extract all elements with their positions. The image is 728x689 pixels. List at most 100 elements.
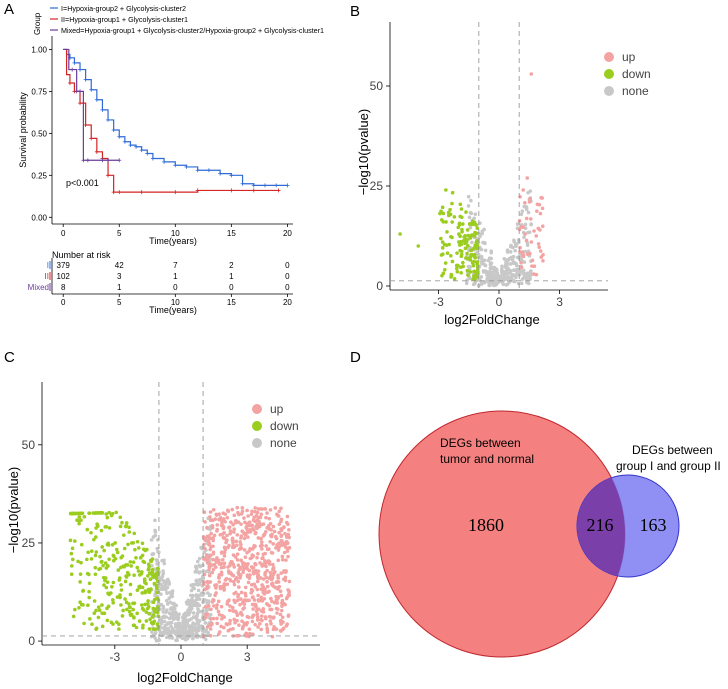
volcano-point-up — [265, 511, 269, 515]
volcano-point-down — [452, 215, 457, 219]
volcano-point-down — [73, 607, 77, 612]
volcano-point-down — [474, 243, 478, 248]
volcano-point-down — [461, 222, 465, 226]
volcano-point-up — [244, 531, 248, 536]
volcano-point-up — [267, 614, 272, 619]
volcano-point-none — [156, 550, 160, 554]
volcano-point-up — [536, 226, 541, 231]
risk-value: 0 — [285, 261, 290, 270]
volcano-point-up — [524, 238, 529, 243]
volcano-point-up — [259, 614, 264, 618]
volcano-point-up — [222, 554, 227, 558]
volcano-point-up — [284, 520, 289, 525]
volcano-point-none — [487, 272, 491, 276]
volcano-point-up — [221, 526, 226, 531]
volcano-point-none — [529, 269, 533, 273]
volcano-point-up — [215, 603, 219, 607]
volcano-point-none — [520, 277, 525, 282]
volcano-point-none — [207, 571, 212, 575]
volcano-point-down — [144, 581, 148, 586]
volcano-point-down — [475, 246, 480, 251]
volcano-point-up — [265, 579, 269, 584]
risk-x-tick-label: 0 — [61, 298, 66, 307]
volcano-point-up — [203, 546, 207, 551]
volcano-point-down — [471, 263, 476, 268]
volcano-point-up — [211, 616, 216, 621]
volcano-point-up — [222, 550, 227, 555]
volcano-point-none — [508, 268, 513, 273]
volcano-point-down — [141, 608, 146, 612]
venn-count-right: 163 — [640, 515, 667, 535]
km-censor-mark — [94, 97, 99, 102]
volcano-point-none — [153, 518, 157, 523]
volcano-point-up — [245, 632, 249, 636]
km-censor-mark — [106, 173, 111, 178]
volcano-point-down — [115, 595, 120, 599]
volcano-point-none — [196, 607, 200, 611]
volcano-point-down — [127, 609, 132, 614]
volcano-point-up — [211, 604, 216, 608]
volcano-point-up — [282, 525, 286, 529]
volcano-point-down — [465, 251, 469, 256]
volcano-point-none — [191, 628, 196, 632]
volcano-point-down — [101, 563, 105, 568]
volcano-point-up — [269, 596, 273, 601]
volcano-point-down — [122, 546, 127, 551]
volcano-point-down — [466, 243, 470, 248]
volcano-point-up — [203, 616, 207, 620]
volcano-point-down — [97, 511, 101, 515]
volcano-point-up — [277, 530, 281, 535]
km-censor-mark — [89, 136, 94, 141]
volcano-x-tick-label: 3 — [244, 650, 251, 664]
volcano-point-none — [162, 626, 167, 631]
volcano-point-up — [231, 573, 236, 578]
volcano-point-down — [147, 604, 151, 609]
volcano-point-down — [472, 234, 477, 238]
volcano-point-down — [128, 582, 133, 587]
volcano-point-up — [247, 615, 251, 620]
volcano-point-up — [250, 566, 255, 570]
volcano-point-none — [191, 603, 196, 608]
volcano-point-up — [248, 530, 253, 534]
volcano-point-none — [500, 264, 504, 269]
volcano-point-up — [286, 614, 291, 618]
volcano-point-up — [279, 618, 283, 623]
volcano-point-down — [132, 573, 136, 578]
volcano-point-up — [246, 514, 250, 518]
volcano-point-down — [93, 553, 98, 558]
km-censor-mark — [128, 143, 133, 148]
volcano-point-none — [199, 624, 204, 628]
volcano-point-up — [204, 612, 208, 617]
volcano-point-none — [511, 254, 516, 259]
volcano-point-down — [464, 256, 468, 260]
volcano-point-up — [272, 615, 276, 620]
volcano-point-none — [495, 281, 499, 285]
volcano-point-none — [505, 250, 510, 254]
volcano-point-up — [238, 572, 242, 577]
volcano-c: -3 0 3 0 25 50 up down none log2FoldChange −log1… — [6, 382, 320, 685]
volcano-point-none — [162, 580, 167, 585]
volcano-point-up — [216, 575, 221, 580]
volcano-point-down — [154, 574, 159, 579]
volcano-point-none — [503, 263, 508, 268]
km-censor-mark — [89, 87, 94, 92]
volcano-point-down — [117, 622, 121, 626]
volcano-point-down — [471, 277, 475, 281]
volcano-point-up — [233, 609, 237, 614]
volcano-point-down — [129, 564, 134, 568]
volcano-c-ylabel: −log10(pvalue) — [6, 467, 21, 553]
risk-value: 1 — [229, 272, 234, 281]
volcano-point-down — [80, 511, 85, 516]
km-censor-mark — [122, 139, 127, 144]
volcano-point-down — [128, 560, 133, 564]
volcano-point-up — [222, 565, 226, 569]
volcano-point-up — [229, 559, 234, 564]
km-censor-mark — [240, 181, 245, 186]
volcano-point-up — [269, 607, 274, 612]
volcano-point-up — [244, 594, 248, 598]
volcano-point-up — [245, 598, 250, 603]
volcano-point-up — [279, 519, 283, 524]
km-legend: I=Hypoxia-group2 + Glycolysis-cluster2 II… — [50, 4, 324, 35]
volcano-legend-label-up: up — [270, 402, 284, 416]
